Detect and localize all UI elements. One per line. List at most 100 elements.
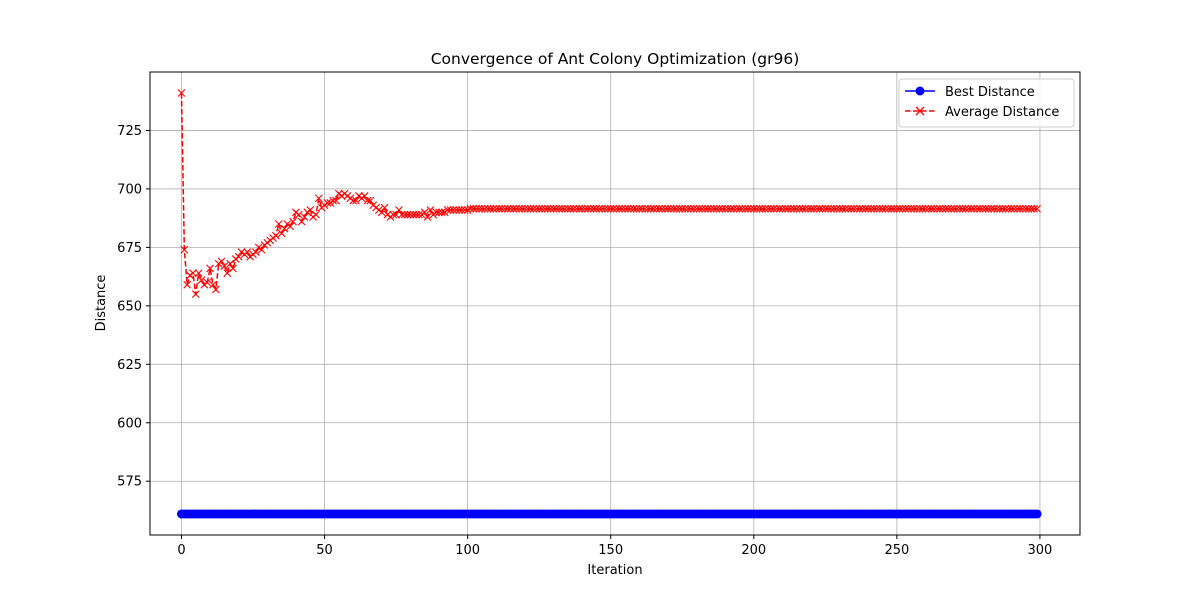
average-distance-point (709, 204, 718, 213)
average-distance-point (541, 204, 549, 213)
average-distance-point (681, 204, 689, 213)
x-axis-label: Iteration (587, 563, 642, 578)
average-distance-point (612, 204, 621, 213)
average-distance-point (397, 210, 406, 219)
average-distance-point (715, 204, 724, 213)
average-distance-point (177, 89, 186, 97)
average-distance-point (824, 204, 833, 213)
average-distance-point (360, 192, 369, 200)
plot-frame (149, 71, 1081, 536)
average-distance-point (297, 217, 306, 226)
average-distance-point (1007, 204, 1016, 213)
average-distance-point (1018, 204, 1027, 213)
legend-best-label: Best Distance (945, 85, 1035, 100)
average-distance-point (950, 204, 958, 213)
x-tick-label: 300 (1028, 543, 1053, 558)
average-distance-point (572, 204, 581, 213)
average-distance-point (993, 204, 1001, 213)
average-distance-point (732, 204, 741, 213)
average-distance-point (475, 204, 483, 213)
average-distance-point (701, 204, 710, 213)
average-distance-point (558, 204, 566, 213)
average-distance-point (864, 204, 873, 213)
average-distance-point (329, 196, 338, 205)
average-distance-point (423, 213, 432, 221)
average-distance-point (209, 280, 217, 289)
average-distance-point (649, 204, 658, 213)
average-distance-point (818, 204, 827, 213)
average-distance-point (469, 204, 478, 213)
average-distance-point (801, 204, 810, 213)
average-distance-point (606, 204, 615, 213)
average-distance-point (601, 204, 609, 213)
average-distance-point (821, 204, 830, 213)
average-distance-point (515, 204, 524, 213)
average-distance-point (964, 204, 973, 213)
average-distance-point (512, 204, 521, 213)
average-distance-point (901, 204, 910, 213)
average-distance-point (621, 204, 629, 213)
average-distance-point (1013, 204, 1021, 213)
average-distance-point (332, 196, 340, 205)
average-distance-point (472, 204, 481, 213)
average-distance-point (1010, 204, 1019, 213)
average-distance-point (420, 208, 429, 217)
average-distance-point (395, 206, 403, 214)
average-distance-point (655, 204, 664, 213)
average-distance-point (847, 204, 855, 213)
average-distance-point (509, 204, 518, 213)
average-distance-point (921, 204, 930, 213)
average-distance-point (274, 220, 283, 228)
y-tick-label: 600 (117, 416, 142, 431)
average-distance-point (366, 196, 375, 205)
y-tick-label: 575 (117, 475, 142, 490)
x-tick-label: 100 (455, 543, 480, 558)
average-distance-point (498, 204, 506, 213)
average-distance-point (738, 204, 747, 213)
legend-average-marker (915, 106, 925, 116)
average-distance-point (569, 204, 578, 213)
average-distance-point (706, 204, 715, 213)
average-distance-point (566, 204, 575, 213)
average-distance-point (827, 204, 835, 213)
average-distance-point (861, 204, 870, 213)
average-distance-point (961, 204, 970, 213)
average-distance-point (583, 204, 592, 213)
series-best-distance (176, 509, 1042, 519)
average-distance-point (727, 204, 735, 213)
average-distance-point (935, 204, 944, 213)
average-distance-point (644, 204, 652, 213)
average-distance-point (784, 204, 793, 213)
average-distance-point (764, 204, 772, 213)
average-distance-point (300, 213, 309, 221)
legend-average-label: Average Distance (945, 105, 1059, 120)
best-distance-point (1032, 509, 1042, 519)
average-distance-point (898, 204, 907, 213)
average-distance-point (538, 204, 546, 213)
average-distance-point (907, 204, 916, 213)
average-distance-point (380, 203, 389, 212)
average-distance-point (755, 204, 764, 213)
average-distance-point (675, 204, 684, 213)
average-distance-point (183, 280, 192, 289)
average-distance-point (852, 204, 861, 213)
average-distance-point (735, 204, 744, 213)
average-distance-point (437, 208, 446, 217)
average-distance-point (223, 269, 232, 277)
y-tick-label: 650 (117, 299, 142, 314)
legend-best-marker (915, 86, 925, 96)
average-distance-point (924, 204, 933, 213)
average-distance-point (194, 269, 203, 277)
average-distance-point (626, 204, 635, 213)
average-distance-point (363, 196, 372, 205)
average-distance-point (867, 204, 875, 213)
average-distance-point (1033, 204, 1041, 213)
average-distance-point (689, 204, 698, 213)
average-distance-point (984, 204, 993, 213)
average-distance-point (197, 276, 206, 285)
average-distance-point (947, 204, 956, 213)
average-distance-point (684, 204, 692, 213)
y-tick-label: 725 (117, 124, 142, 139)
average-distance-point (913, 204, 921, 213)
average-distance-point (1021, 204, 1030, 213)
